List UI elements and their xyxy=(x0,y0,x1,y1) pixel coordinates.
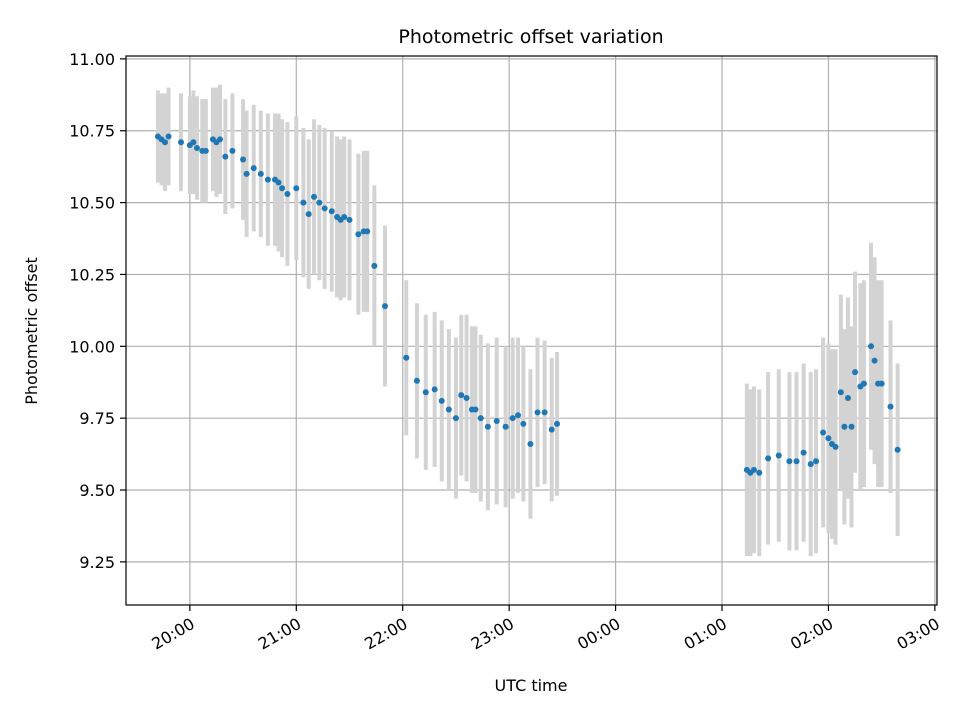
data-point xyxy=(887,403,894,410)
data-point xyxy=(820,429,827,436)
data-point xyxy=(463,395,470,402)
data-point xyxy=(257,170,264,177)
data-point xyxy=(472,406,479,413)
data-point xyxy=(279,185,286,192)
data-point xyxy=(431,386,438,393)
data-point xyxy=(300,199,307,206)
data-point xyxy=(775,452,782,459)
data-point xyxy=(813,458,820,465)
data-point xyxy=(193,144,200,151)
y-tick-label: 10.25 xyxy=(69,265,115,284)
data-point xyxy=(800,449,807,456)
data-point xyxy=(341,213,348,220)
data-point xyxy=(786,458,793,465)
data-point xyxy=(177,139,184,146)
data-point xyxy=(452,415,459,422)
data-point xyxy=(371,262,378,269)
data-point xyxy=(240,156,247,163)
data-point xyxy=(355,231,362,238)
data-point xyxy=(825,435,832,442)
data-point xyxy=(243,170,250,177)
data-point xyxy=(222,153,229,160)
data-point xyxy=(321,205,328,212)
data-point xyxy=(534,409,541,416)
y-tick-label: 11.00 xyxy=(69,50,115,69)
y-tick-label: 10.75 xyxy=(69,122,115,141)
y-tick-label: 9.50 xyxy=(79,481,115,500)
data-point xyxy=(311,193,318,200)
data-point xyxy=(509,415,516,422)
data-point xyxy=(381,303,388,310)
data-point xyxy=(765,455,772,462)
data-point xyxy=(413,377,420,384)
data-point xyxy=(477,415,484,422)
data-point xyxy=(527,441,534,448)
y-tick-label: 10.50 xyxy=(69,194,115,213)
data-point xyxy=(364,228,371,235)
data-point xyxy=(832,443,839,450)
data-point xyxy=(438,397,445,404)
data-point xyxy=(868,343,875,350)
data-point xyxy=(162,139,169,146)
data-point xyxy=(484,423,491,430)
data-point xyxy=(554,420,561,427)
data-point xyxy=(403,354,410,361)
data-point xyxy=(305,211,312,218)
data-point xyxy=(293,185,300,192)
data-point xyxy=(422,389,429,396)
x-axis-title: UTC time xyxy=(495,676,568,695)
data-point xyxy=(284,190,291,197)
data-point xyxy=(841,423,848,430)
data-point xyxy=(848,423,855,430)
data-point xyxy=(458,392,465,399)
y-tick-label: 9.75 xyxy=(79,409,115,428)
data-point xyxy=(871,357,878,364)
chart-title: Photometric offset variation xyxy=(398,26,663,48)
data-point xyxy=(316,199,323,206)
data-point xyxy=(229,147,236,154)
data-point xyxy=(515,412,522,419)
data-point xyxy=(328,208,335,215)
y-tick-label: 10.00 xyxy=(69,337,115,356)
data-point xyxy=(837,389,844,396)
data-point xyxy=(520,420,527,427)
data-point xyxy=(165,133,172,140)
data-point xyxy=(502,423,509,430)
data-point xyxy=(264,176,271,183)
data-point xyxy=(860,380,867,387)
data-point xyxy=(548,426,555,433)
data-point xyxy=(878,380,885,387)
y-tick-label: 9.25 xyxy=(79,553,115,572)
data-point xyxy=(807,461,814,468)
plot-frame xyxy=(125,55,938,606)
data-point xyxy=(894,446,901,453)
data-point xyxy=(275,179,282,186)
data-point xyxy=(190,139,197,146)
data-point xyxy=(750,466,757,473)
data-points xyxy=(154,133,901,476)
data-point xyxy=(202,147,209,154)
data-point xyxy=(793,458,800,465)
data-point xyxy=(756,469,763,476)
data-point xyxy=(493,418,500,425)
data-point xyxy=(445,406,452,413)
y-axis-title: Photometric offset xyxy=(22,257,41,405)
data-point xyxy=(541,409,548,416)
y-axis-ticks: 9.25 9.50 9.75 10.00 10.25 10.50 10.75 11.00 xyxy=(69,50,126,572)
data-point xyxy=(250,165,257,172)
data-point xyxy=(844,395,851,402)
data-point xyxy=(217,136,224,143)
data-point xyxy=(346,216,353,223)
data-point xyxy=(852,369,859,376)
